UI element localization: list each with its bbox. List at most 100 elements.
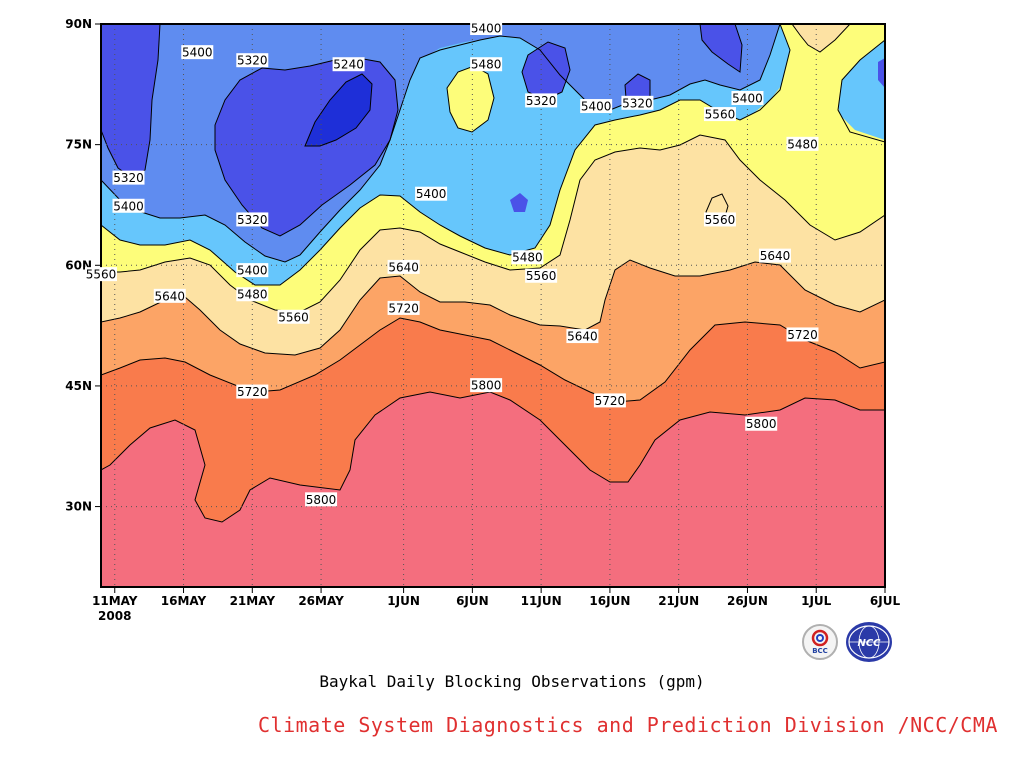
contour-label-bg bbox=[593, 393, 626, 408]
contour-label-text: 5720 bbox=[595, 394, 626, 408]
contour-label: 5560 bbox=[703, 212, 736, 227]
contour-line-5480-blob bbox=[446, 65, 495, 133]
contour-lines bbox=[101, 24, 885, 523]
contour-line-5240 bbox=[304, 73, 373, 147]
band-5240-5320-c bbox=[522, 42, 570, 100]
contour-label-bg bbox=[758, 248, 791, 263]
contour-label: 5480 bbox=[470, 57, 503, 72]
contour-label-bg bbox=[580, 99, 613, 114]
contour-label-text: 5240 bbox=[333, 58, 364, 72]
contour-line-5320-c bbox=[521, 41, 571, 101]
contour-label-bg bbox=[277, 309, 310, 324]
contour-fill-layer bbox=[101, 24, 885, 587]
contour-label: 5800 bbox=[305, 492, 338, 507]
contour-label-text: 5400 bbox=[113, 199, 144, 213]
contour-label: 5400 bbox=[580, 99, 613, 114]
contour-label: 5560 bbox=[525, 268, 558, 283]
band-5480-5560-north bbox=[745, 24, 885, 240]
x-tick-label: 26MAY bbox=[298, 594, 344, 608]
contour-label-bg bbox=[745, 416, 778, 431]
contour-label: 5320 bbox=[525, 93, 558, 108]
contour-label-text: 5320 bbox=[526, 94, 557, 108]
x-tick-label: 21JUN bbox=[658, 594, 699, 608]
contour-label-text: 5400 bbox=[732, 91, 763, 105]
contour-label-bg bbox=[786, 136, 819, 151]
x-tick-label: 11MAY bbox=[92, 594, 138, 608]
contour-line-5560 bbox=[101, 134, 885, 313]
contour-label-bg bbox=[731, 90, 764, 105]
x-tick-label: 1JUL bbox=[801, 594, 832, 608]
contour-line-5480-east bbox=[837, 39, 885, 143]
contour-label-bg bbox=[621, 95, 654, 110]
contour-label: 5400 bbox=[731, 90, 764, 105]
ncc-logo: NCC bbox=[846, 622, 892, 662]
contour-label: 5320 bbox=[236, 212, 269, 227]
contour-label: 5800 bbox=[745, 416, 778, 431]
grid-lines bbox=[101, 24, 886, 587]
y-tick-label: 45N bbox=[65, 379, 92, 393]
contour-line-5800 bbox=[101, 391, 885, 523]
contour-label: 5320 bbox=[236, 53, 269, 68]
chart-caption: Baykal Daily Blocking Observations (gpm) bbox=[319, 672, 705, 691]
x-tick-label: 1JUN bbox=[387, 594, 420, 608]
x-tick-label: 6JUN bbox=[456, 594, 489, 608]
contour-label-text: 5640 bbox=[154, 289, 185, 303]
contour-label-bg bbox=[236, 384, 269, 399]
bcc-logo: BCC bbox=[802, 624, 838, 660]
contour-label: 5400 bbox=[236, 263, 269, 278]
contour-line-5640 bbox=[101, 259, 885, 356]
contour-label: 5480 bbox=[236, 287, 269, 302]
contour-label-bg bbox=[470, 57, 503, 72]
contour-label-text: 5480 bbox=[512, 251, 543, 265]
contour-label: 5640 bbox=[758, 248, 791, 263]
contour-label: 5320 bbox=[621, 95, 654, 110]
contour-label-text: 5560 bbox=[705, 213, 736, 227]
axes: 11MAY 16MAY 21MAY 26MAY 1JUN 6JUN 11JUN 16JUN 21… bbox=[65, 17, 900, 623]
contour-label-text: 5560 bbox=[86, 268, 117, 282]
contour-label: 5400 bbox=[470, 21, 503, 36]
contour-label: 5640 bbox=[566, 329, 599, 344]
contour-label-text: 5720 bbox=[388, 301, 419, 315]
contour-line-5720 bbox=[101, 317, 885, 403]
contour-label-text: 5800 bbox=[306, 493, 337, 507]
contour-label-bg bbox=[387, 259, 420, 274]
contour-label: 5320 bbox=[112, 170, 145, 185]
contour-label-bg bbox=[112, 198, 145, 213]
contour-line-5400 bbox=[101, 24, 781, 263]
contour-label-bg bbox=[703, 212, 736, 227]
x-tick-label: 16MAY bbox=[161, 594, 207, 608]
contour-label-text: 5720 bbox=[787, 328, 818, 342]
credit-line: Climate System Diagnostics and Predictio… bbox=[258, 713, 998, 737]
contour-label: 5240 bbox=[332, 57, 365, 72]
band-5240-5320-d bbox=[625, 74, 650, 102]
contour-label-text: 5560 bbox=[705, 108, 736, 122]
contour-label: 5720 bbox=[786, 327, 819, 342]
contour-label-bg bbox=[112, 170, 145, 185]
contour-label-bg bbox=[511, 250, 544, 265]
contour-label: 5800 bbox=[470, 378, 503, 393]
contour-label-bg bbox=[236, 212, 269, 227]
bcc-logo-mark: BCC bbox=[811, 629, 829, 655]
contour-label: 5400 bbox=[415, 186, 448, 201]
contour-label-text: 5640 bbox=[388, 260, 419, 274]
y-tick-label: 30N bbox=[65, 500, 92, 514]
x-tick-label: 11JUN bbox=[521, 594, 562, 608]
contour-label-text: 5560 bbox=[278, 310, 309, 324]
band-5240-5320-g bbox=[878, 58, 885, 88]
contour-label-bg bbox=[525, 93, 558, 108]
contour-label-bg bbox=[236, 53, 269, 68]
x-tick-label: 21MAY bbox=[230, 594, 276, 608]
contour-label: 5720 bbox=[236, 384, 269, 399]
contour-label: 5560 bbox=[703, 107, 736, 122]
contour-line-5320-a bbox=[101, 24, 161, 179]
contour-label-text: 5800 bbox=[746, 417, 777, 431]
contour-label-text: 5320 bbox=[113, 171, 144, 185]
contour-label: 5400 bbox=[181, 45, 214, 60]
contour-label: 5560 bbox=[277, 309, 310, 324]
contour-label-bg bbox=[236, 287, 269, 302]
contour-label-bg bbox=[305, 492, 338, 507]
x-tick-label: 26JUN bbox=[727, 594, 768, 608]
contour-line-5560-north bbox=[791, 24, 851, 53]
band-5240-5320-e bbox=[700, 24, 742, 72]
contour-label-bg bbox=[415, 186, 448, 201]
